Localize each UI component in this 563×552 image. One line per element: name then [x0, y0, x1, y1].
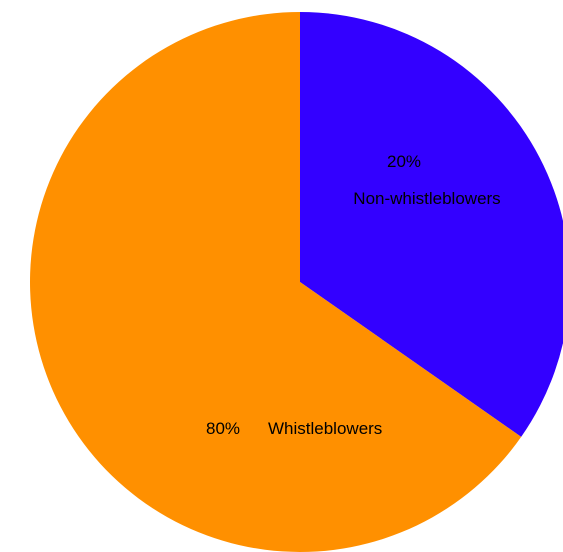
pie-labels: 20% Non-whistleblowers 80% Whistleblower…: [206, 152, 501, 438]
slice-label-percent-whistleblowers: 80%: [206, 419, 240, 438]
pie-slices: [30, 12, 563, 552]
pie-slice-non-whistleblowers: [300, 12, 563, 437]
slice-label-name-whistleblowers: Whistleblowers: [268, 419, 382, 438]
slice-label-percent-non-whistleblowers: 20%: [387, 152, 421, 171]
pie-slice-whistleblowers: [30, 12, 522, 552]
slice-label-name-non-whistleblowers: Non-whistleblowers: [353, 189, 500, 208]
